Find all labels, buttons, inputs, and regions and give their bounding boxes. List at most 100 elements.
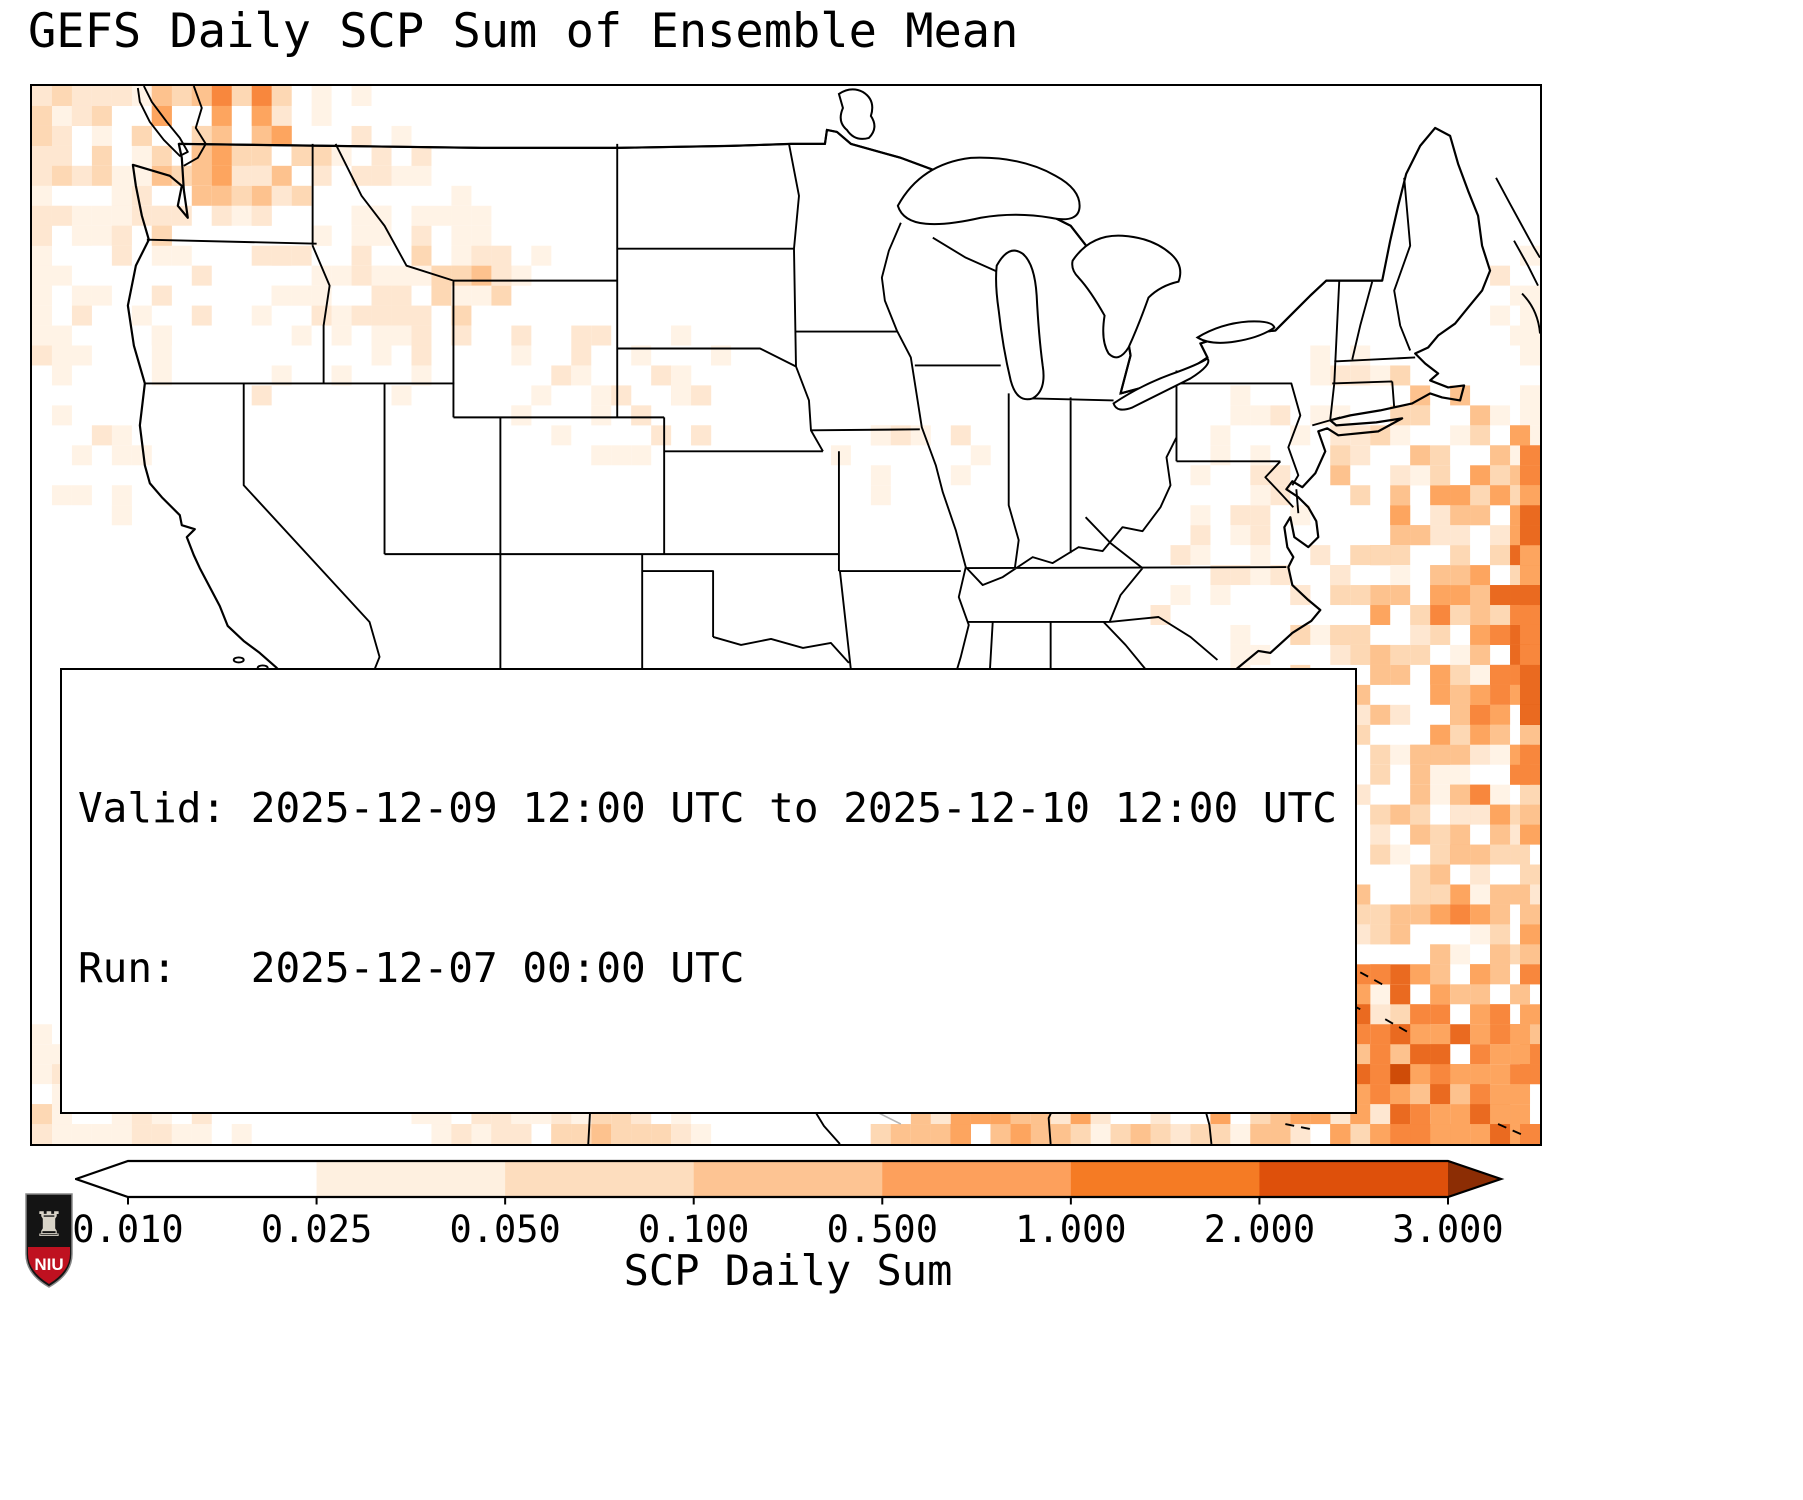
heat-cell bbox=[1470, 804, 1491, 825]
heat-cell bbox=[1430, 884, 1451, 905]
heat-cell bbox=[1450, 704, 1471, 725]
heat-cell bbox=[191, 1124, 212, 1144]
heat-cell bbox=[71, 165, 92, 186]
heat-cell bbox=[1330, 585, 1351, 606]
heat-cell bbox=[1450, 485, 1471, 506]
heat-cell bbox=[1210, 585, 1231, 606]
heat-cell bbox=[411, 165, 432, 186]
heat-cell bbox=[391, 265, 412, 286]
heat-cell bbox=[1370, 904, 1391, 925]
heat-cell bbox=[1410, 1004, 1431, 1025]
heat-cell bbox=[890, 425, 911, 446]
heat-cell bbox=[271, 365, 292, 386]
heat-cell bbox=[1490, 525, 1511, 546]
heat-cell bbox=[1470, 1104, 1491, 1125]
colorbar-segments bbox=[76, 1161, 1501, 1197]
heat-cell bbox=[1450, 525, 1471, 546]
heat-cell bbox=[1430, 565, 1451, 586]
heat-cell bbox=[271, 245, 292, 266]
heat-cell bbox=[151, 86, 172, 106]
heat-cell bbox=[1350, 644, 1371, 665]
heat-cell bbox=[631, 405, 652, 426]
heat-cell bbox=[1410, 884, 1431, 905]
heat-cell bbox=[1390, 1084, 1411, 1105]
heat-cell bbox=[271, 165, 292, 186]
heat-cell bbox=[111, 86, 132, 106]
heat-cell bbox=[1010, 1124, 1031, 1144]
heat-cell bbox=[371, 325, 392, 346]
heat-cell bbox=[1520, 644, 1540, 665]
heat-cell bbox=[91, 425, 112, 446]
heat-cell bbox=[1430, 485, 1451, 506]
colorbar-tick-label: 0.100 bbox=[638, 1208, 750, 1251]
heat-cell bbox=[1330, 1124, 1351, 1144]
heat-cell bbox=[830, 445, 851, 466]
heat-cell bbox=[191, 185, 212, 206]
heat-cell bbox=[311, 105, 332, 126]
heat-cell bbox=[1190, 545, 1211, 566]
heat-cell bbox=[1350, 485, 1371, 506]
heat-cell bbox=[32, 86, 52, 106]
heat-cell bbox=[111, 185, 132, 206]
heat-cell bbox=[1430, 585, 1451, 606]
heat-cell bbox=[1450, 505, 1471, 526]
heat-cell bbox=[71, 1124, 92, 1144]
heat-cell bbox=[651, 425, 672, 446]
heat-cell bbox=[591, 325, 612, 346]
heat-cell bbox=[1410, 744, 1431, 765]
niu-logo-text: NIU bbox=[34, 1255, 63, 1274]
heat-cell bbox=[1370, 964, 1391, 985]
heat-cell bbox=[1430, 984, 1451, 1005]
heat-cell bbox=[1310, 545, 1331, 566]
heat-cell bbox=[451, 305, 472, 326]
heat-cell bbox=[191, 145, 212, 166]
heat-cell bbox=[1330, 445, 1351, 466]
heat-cell bbox=[391, 285, 412, 306]
heat-cell bbox=[1390, 545, 1411, 566]
heat-cell bbox=[631, 1124, 652, 1144]
heat-cell bbox=[1430, 1104, 1451, 1125]
heat-cell bbox=[1410, 1044, 1431, 1065]
colorbar bbox=[75, 1159, 1505, 1205]
heat-cell bbox=[1510, 1104, 1531, 1125]
heat-cell bbox=[1520, 525, 1540, 546]
nova-scotia-coast bbox=[1513, 240, 1540, 334]
heat-cell bbox=[1490, 744, 1511, 765]
heat-cell bbox=[1330, 465, 1351, 486]
heat-cell bbox=[1450, 844, 1471, 865]
validity-box: Valid: 2025-12-09 12:00 UTC to 2025-12-1… bbox=[60, 667, 1357, 1114]
heat-cell bbox=[91, 145, 112, 166]
heat-cell bbox=[531, 385, 552, 406]
heat-cell bbox=[1410, 385, 1431, 406]
heat-cell bbox=[1430, 624, 1451, 645]
hispaniola-outline bbox=[1497, 1123, 1526, 1137]
heat-cell bbox=[1310, 405, 1331, 426]
heat-cell bbox=[1250, 525, 1271, 546]
heat-cell bbox=[1250, 565, 1271, 586]
heat-cell bbox=[1410, 445, 1431, 466]
heat-cell bbox=[32, 1124, 52, 1144]
heat-cell bbox=[1430, 904, 1451, 925]
heat-cell bbox=[1490, 804, 1511, 825]
heat-cell bbox=[1270, 465, 1291, 486]
heat-cell bbox=[1150, 605, 1171, 625]
heat-cell bbox=[1520, 405, 1540, 426]
heat-cell bbox=[1430, 1024, 1451, 1045]
heat-cell bbox=[171, 245, 192, 266]
lake-superior bbox=[896, 156, 1081, 226]
heat-cell bbox=[1170, 585, 1191, 606]
heat-cell bbox=[1520, 744, 1540, 765]
heat-cell bbox=[331, 325, 352, 346]
heat-cell bbox=[1270, 565, 1291, 586]
heat-cell bbox=[32, 225, 52, 246]
heat-cell bbox=[1520, 824, 1540, 845]
heat-cell bbox=[51, 485, 72, 506]
heat-cell bbox=[311, 165, 332, 186]
heat-cell bbox=[411, 305, 432, 326]
heat-cell bbox=[271, 86, 292, 106]
heat-cell bbox=[111, 1124, 132, 1144]
heat-cell bbox=[111, 445, 132, 466]
heat-cell bbox=[471, 1124, 492, 1144]
heat-cell bbox=[251, 305, 272, 326]
heat-cell bbox=[491, 285, 512, 306]
